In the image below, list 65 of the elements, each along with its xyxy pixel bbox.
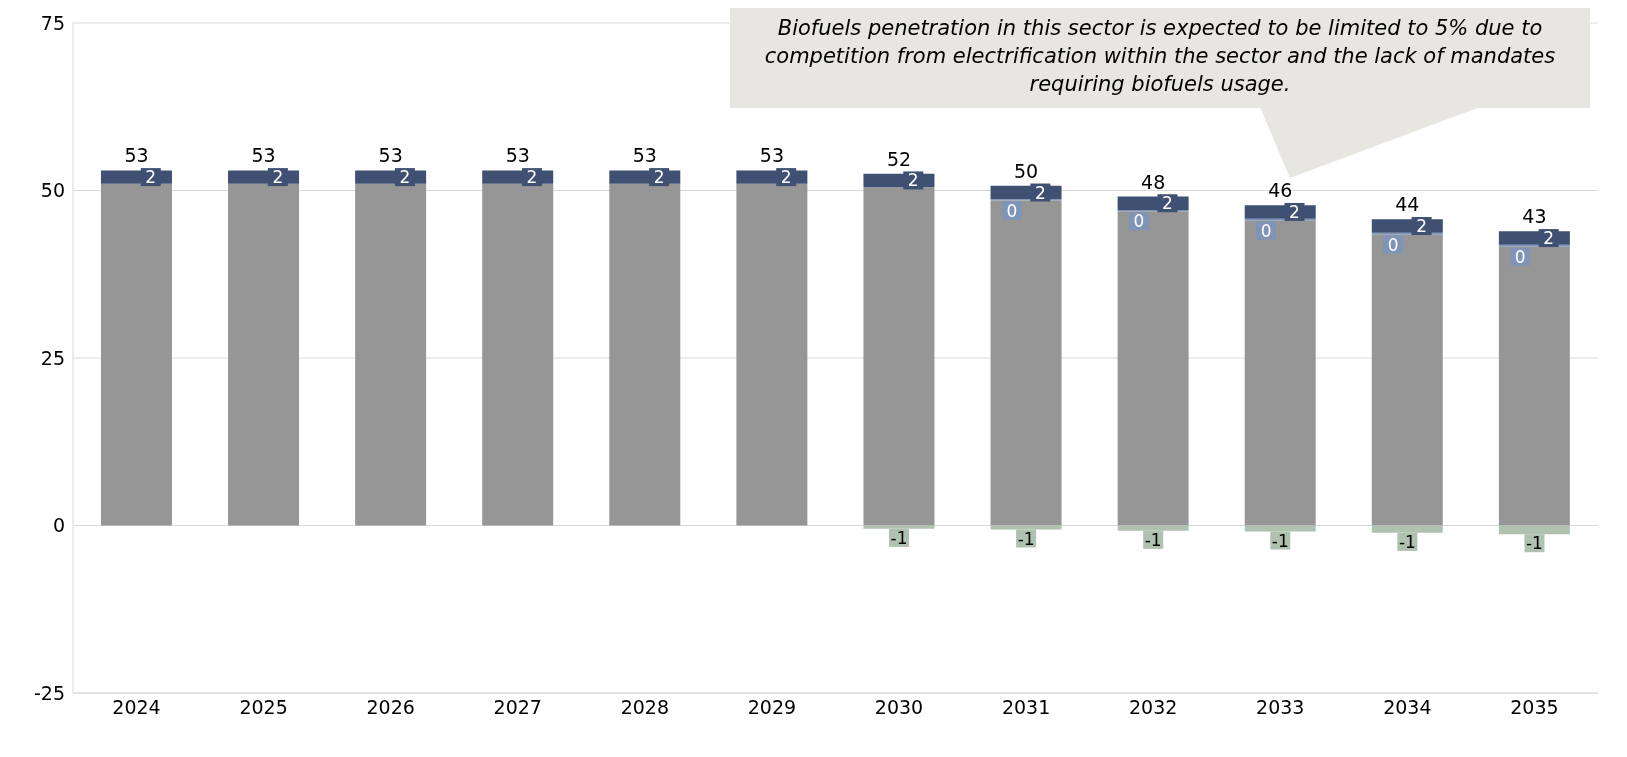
x-tick-label: 2034 bbox=[1383, 696, 1432, 719]
data-label: 2 bbox=[1034, 182, 1046, 203]
data-label: 2 bbox=[1543, 228, 1555, 249]
data-label: 2 bbox=[780, 167, 792, 188]
y-tick-label: 75 bbox=[40, 11, 65, 34]
x-tick-label: 2028 bbox=[620, 696, 670, 719]
bar bbox=[736, 183, 808, 526]
total-label: 53 bbox=[378, 144, 403, 167]
bar bbox=[1244, 220, 1316, 526]
data-label: -1 bbox=[890, 527, 908, 548]
total-label: 48 bbox=[1141, 170, 1166, 193]
x-tick-label: 2025 bbox=[239, 696, 288, 719]
bar bbox=[863, 187, 935, 526]
total-label: 50 bbox=[1014, 159, 1039, 182]
total-label: 44 bbox=[1395, 193, 1420, 216]
y-tick-label: 0 bbox=[52, 514, 65, 537]
data-label: -1 bbox=[1398, 531, 1416, 552]
x-tick-label: 2029 bbox=[747, 696, 797, 719]
bar bbox=[228, 183, 300, 526]
x-tick-label: 2031 bbox=[1001, 696, 1051, 719]
annotation: Biofuels penetration in this sector is expected to be limited to 5% due to competition from electrification within the sector and the lack of mandates requiring biofuels usage. bbox=[763, 15, 1557, 98]
total-label: 53 bbox=[632, 144, 657, 167]
bar bbox=[100, 183, 172, 526]
total-label: 53 bbox=[759, 144, 785, 167]
total-label: 53 bbox=[124, 144, 149, 167]
data-label: 0 bbox=[1133, 211, 1145, 232]
bar bbox=[1371, 234, 1443, 526]
data-label: 2 bbox=[1289, 201, 1300, 222]
x-tick-label: 2026 bbox=[366, 696, 415, 719]
total-label: 53 bbox=[505, 144, 530, 167]
data-label: 2 bbox=[272, 167, 284, 188]
x-tick-label: 2035 bbox=[1510, 696, 1559, 719]
data-label: -1 bbox=[1525, 533, 1543, 554]
total-label: 53 bbox=[251, 144, 276, 167]
total-label: 46 bbox=[1268, 179, 1293, 202]
data-label: 2 bbox=[1416, 216, 1428, 237]
data-label: 0 bbox=[1514, 246, 1526, 267]
data-label: 2 bbox=[907, 170, 919, 191]
y-tick-label: -25 bbox=[33, 681, 65, 704]
data-label: 2 bbox=[145, 167, 157, 188]
bar bbox=[1117, 211, 1189, 526]
data-label: 0 bbox=[1006, 200, 1018, 221]
data-label: 2 bbox=[1162, 193, 1173, 214]
x-tick-label: 2024 bbox=[112, 696, 161, 719]
bar bbox=[1498, 246, 1570, 526]
total-label: 52 bbox=[886, 147, 912, 170]
x-tick-label: 2027 bbox=[493, 696, 542, 719]
data-label: 2 bbox=[399, 167, 411, 188]
data-label: 0 bbox=[1260, 220, 1272, 241]
data-label: 0 bbox=[1387, 234, 1399, 255]
bar bbox=[990, 200, 1062, 526]
x-tick-label: 2032 bbox=[1129, 696, 1178, 719]
bar bbox=[609, 183, 681, 526]
data-label: 2 bbox=[526, 167, 538, 188]
bar bbox=[482, 183, 554, 526]
x-tick-label: 2030 bbox=[874, 696, 924, 719]
y-tick-label: 25 bbox=[40, 346, 65, 369]
data-label: -1 bbox=[1144, 529, 1162, 550]
data-label: -1 bbox=[1271, 530, 1289, 551]
data-label: 2 bbox=[653, 167, 665, 188]
bar bbox=[355, 183, 427, 526]
total-label: 43 bbox=[1522, 205, 1547, 228]
data-label: -1 bbox=[1017, 528, 1035, 549]
y-tick-label: 50 bbox=[40, 179, 65, 202]
x-tick-label: 2033 bbox=[1256, 696, 1305, 719]
